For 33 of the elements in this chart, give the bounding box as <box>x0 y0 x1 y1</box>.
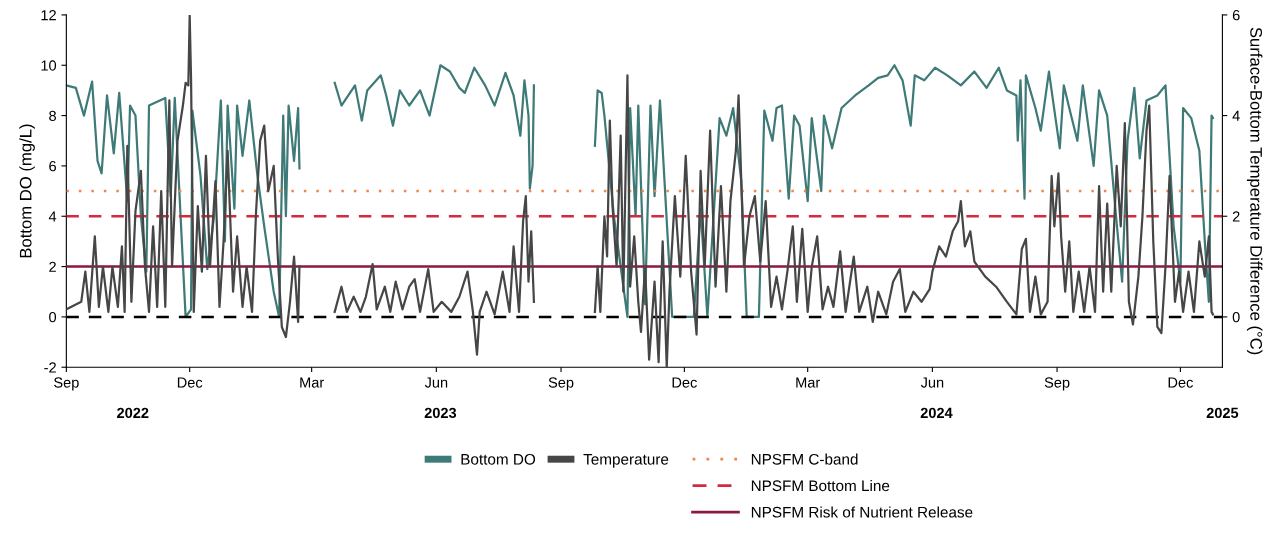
legend-label: NPSFM Risk of Nutrient Release <box>751 506 973 518</box>
y2-tick-label: 2 <box>1232 211 1240 222</box>
y2-axis-title: Surface-Bottom Temperature Difference (°C) <box>1246 27 1263 355</box>
y2-tick-label: 4 <box>1232 110 1240 121</box>
y-tick-label: 4 <box>48 211 57 222</box>
x-tick-label: Sep <box>54 377 79 391</box>
y-tick-label: 10 <box>41 60 57 71</box>
legend-label: Temperature <box>583 454 669 468</box>
x-tick-label: Sep <box>1044 377 1070 391</box>
x-tick-label: Jun <box>424 377 448 388</box>
y-tick-label: 12 <box>41 10 56 21</box>
y-tick-label: 8 <box>49 110 56 122</box>
y2-tick-label: 0 <box>1232 312 1240 323</box>
x2-tick-label: 2024 <box>920 407 953 419</box>
y-tick-label: -2 <box>44 362 56 373</box>
y2-tick-label: 6 <box>1232 10 1240 21</box>
y-tick-label: 0 <box>49 312 57 323</box>
y-tick-label: 2 <box>49 261 56 272</box>
x-tick-label: Jun <box>920 377 944 388</box>
legend-label: NPSFM Bottom Line <box>751 479 890 492</box>
y-axis-title: Bottom DO (mg/L) <box>19 124 35 258</box>
x2-tick-label: 2022 <box>117 407 149 419</box>
x-tick-label: Mar <box>300 377 324 388</box>
x2-tick-label: 2025 <box>1206 407 1239 419</box>
x-tick-label: Sep <box>548 377 574 391</box>
x2-tick-label: 2023 <box>424 407 457 419</box>
x-tick-label: Dec <box>177 377 203 388</box>
x-tick-label: Dec <box>1168 377 1193 388</box>
legend-label: Bottom DO <box>461 453 536 465</box>
y-tick-label: 6 <box>49 161 56 172</box>
x-tick-label: Mar <box>796 377 821 388</box>
x-tick-label: Dec <box>672 377 697 388</box>
legend-label: NPSFM C-band <box>751 453 858 465</box>
